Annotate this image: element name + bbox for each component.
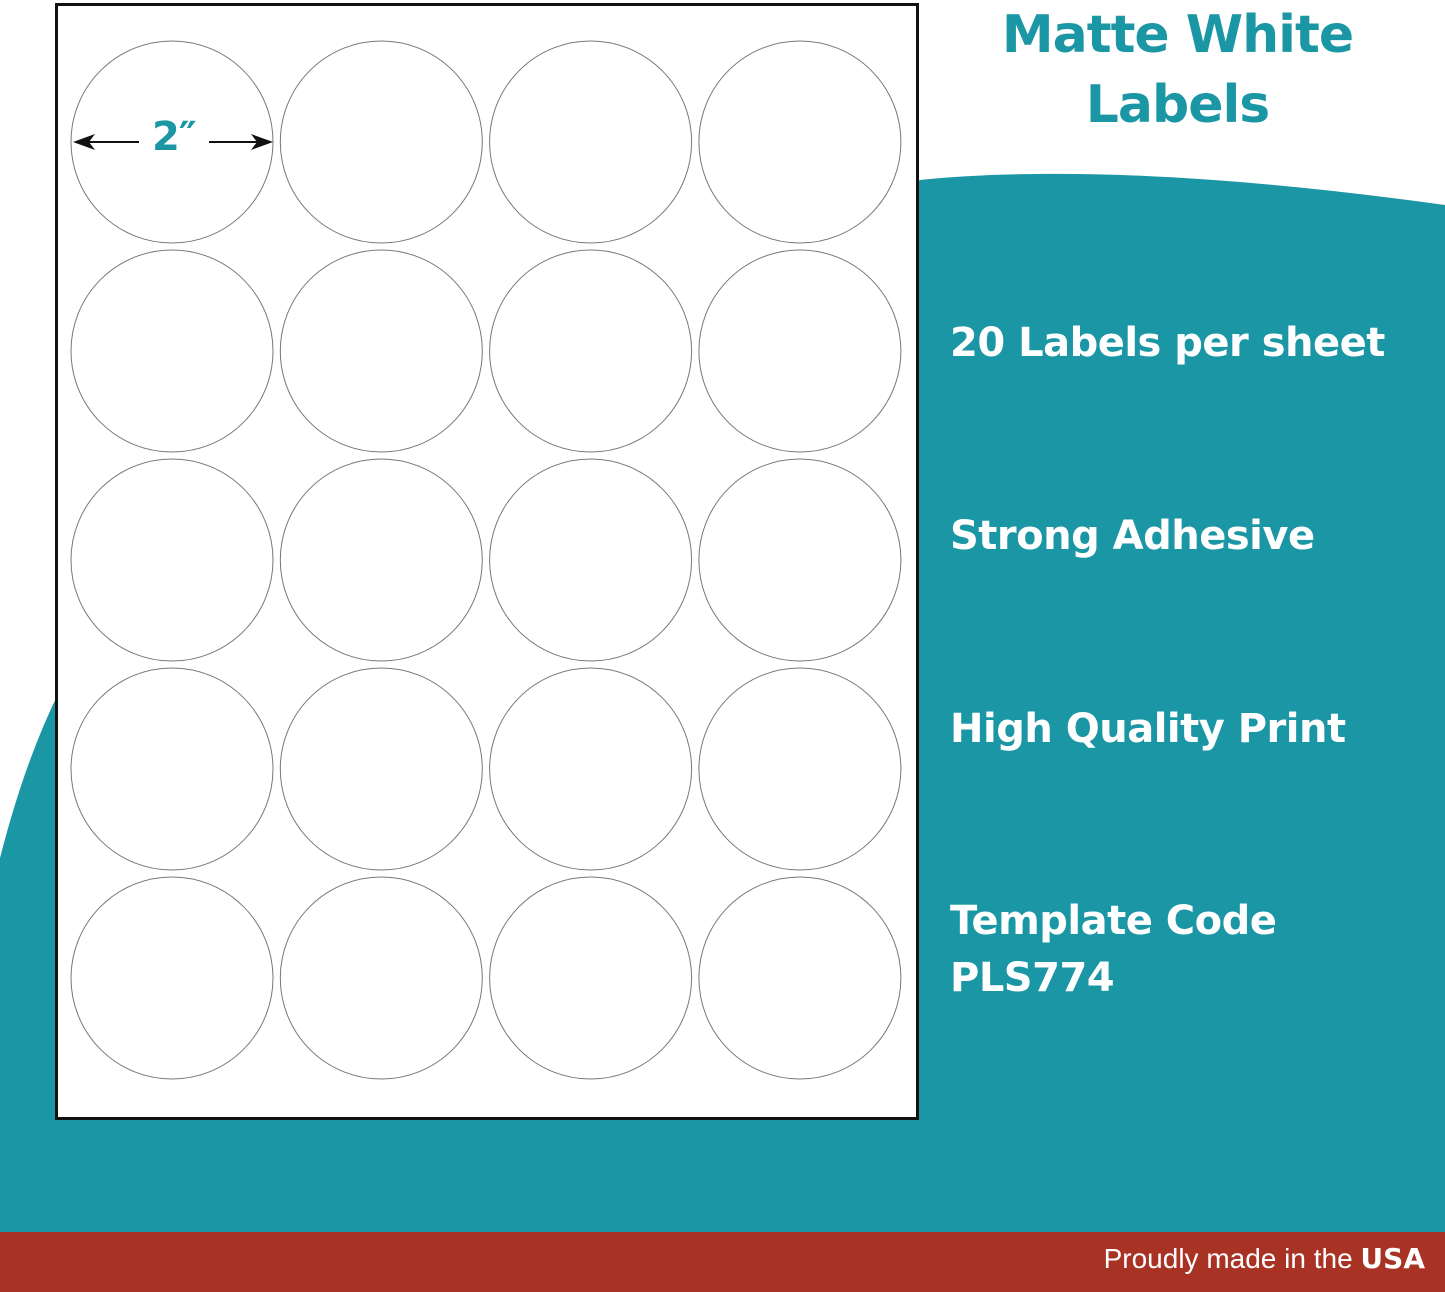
label-circle xyxy=(70,876,274,1080)
page-title: Matte White Labels xyxy=(960,0,1395,140)
label-circle xyxy=(489,40,693,244)
label-circle xyxy=(70,458,274,662)
footer-text-emphasis: USA xyxy=(1360,1242,1425,1275)
label-circle xyxy=(698,667,902,871)
feature-print-quality: High Quality Print xyxy=(950,706,1346,752)
dimension-label: 2″ xyxy=(152,114,197,160)
feature-template-code-value: PLS774 xyxy=(950,955,1115,1001)
footer-text-main: Proudly made in the xyxy=(1103,1243,1361,1274)
title-line-1: Matte White xyxy=(1001,5,1354,65)
label-circle xyxy=(489,458,693,662)
label-circle xyxy=(279,249,483,453)
label-circle xyxy=(698,458,902,662)
label-circle xyxy=(698,249,902,453)
label-sheet xyxy=(55,3,919,1120)
label-circle xyxy=(489,667,693,871)
feature-labels-per-sheet: 20 Labels per sheet xyxy=(950,320,1385,366)
feature-template-code: Template Code xyxy=(950,898,1277,944)
label-circle xyxy=(698,40,902,244)
label-circle xyxy=(70,667,274,871)
label-circle xyxy=(279,667,483,871)
footer-text: Proudly made in the USA xyxy=(1104,1242,1425,1275)
label-circle xyxy=(489,876,693,1080)
label-circle xyxy=(70,249,274,453)
title-line-2: Labels xyxy=(1085,75,1271,135)
label-circle xyxy=(489,249,693,453)
footer-banner: Proudly made in the USA xyxy=(0,1232,1445,1292)
label-circle xyxy=(279,40,483,244)
label-circle xyxy=(698,876,902,1080)
label-circle xyxy=(70,40,274,244)
dimension-arrow-icon xyxy=(73,134,273,150)
label-circle xyxy=(279,458,483,662)
label-circle xyxy=(279,876,483,1080)
feature-adhesive: Strong Adhesive xyxy=(950,513,1315,559)
